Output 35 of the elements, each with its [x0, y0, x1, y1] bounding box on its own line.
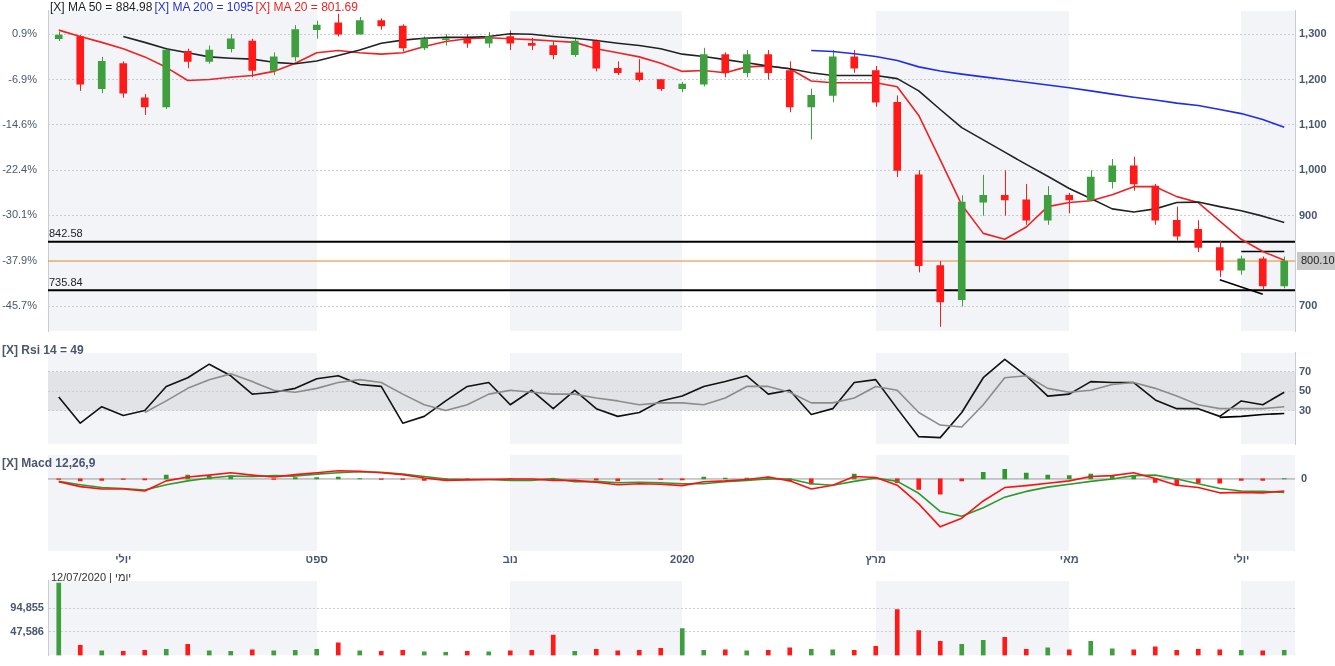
- ref-line-label: 735.84: [49, 275, 83, 288]
- text: [X] MA 20 = 801.69: [255, 0, 358, 14]
- x-tick-label: נוב: [502, 553, 518, 566]
- y-tick-label: 94,855: [10, 601, 44, 614]
- x-tick-label: יולי: [1233, 553, 1250, 566]
- x-tick-label: מאי: [1059, 553, 1079, 566]
- x-tick-label: ספט: [305, 553, 329, 566]
- y-tick-label: 900: [1299, 208, 1318, 221]
- y-tick-label: 1,000: [1299, 163, 1327, 176]
- y-tick-label: 70: [1299, 364, 1312, 377]
- x-tick-label: יולי: [115, 553, 132, 566]
- x-tick-label: 2020: [670, 553, 695, 566]
- chart-title: [X] Macd 12,26,9: [2, 456, 96, 470]
- x-tick-label: מרץ: [865, 553, 886, 566]
- text: [X] MA 200 = 1095: [154, 0, 254, 14]
- y2-tick-label: -6.9%: [8, 72, 38, 85]
- ref-line-label: 842.58: [49, 227, 83, 240]
- y-tick-label: 700: [1299, 299, 1318, 312]
- y-tick-label: 1,200: [1299, 72, 1327, 85]
- y-tick-label: 47,586: [10, 624, 44, 637]
- y-tick-label: 1,300: [1299, 27, 1327, 40]
- y2-tick-label: -30.1%: [2, 208, 38, 221]
- chart-title: [X] Rsi 14 = 49: [2, 343, 84, 357]
- y2-tick-label: -14.6%: [2, 117, 38, 130]
- y-tick-label: 50: [1299, 384, 1312, 397]
- ref-line-label: 0: [1301, 471, 1308, 484]
- text: [X] MA 50 = 884.98: [50, 0, 153, 14]
- y2-tick-label: -45.7%: [2, 299, 38, 312]
- annotation: יומי | 12/07/2020: [51, 571, 132, 583]
- y2-tick-label: 0.9%: [11, 27, 38, 40]
- ref-line-label: 800.10: [1301, 254, 1335, 267]
- y-tick-label: 30: [1299, 403, 1312, 416]
- y2-tick-label: -22.4%: [2, 163, 38, 176]
- y2-tick-label: -37.9%: [2, 253, 38, 266]
- y-tick-label: 1,100: [1299, 117, 1327, 130]
